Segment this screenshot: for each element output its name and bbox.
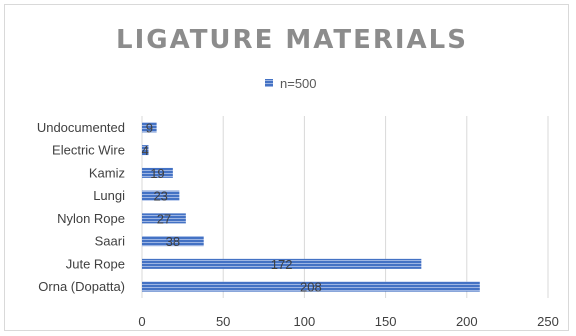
chart-title: LIGATURE MATERIALS	[116, 25, 468, 55]
data-label: 9	[146, 120, 153, 135]
category-label: Electric Wire	[52, 143, 125, 158]
category-label: Undocumented	[37, 120, 125, 135]
category-label: Saari	[95, 234, 125, 249]
x-tick-label: 250	[537, 314, 559, 329]
bar	[142, 190, 180, 201]
bar	[142, 167, 173, 178]
x-tick-labels: 0 50 100 150 200 250	[138, 314, 558, 329]
x-tick-label: 100	[294, 314, 316, 329]
category-labels: Orna (Dopatta) Jute Rope Saari Nylon Rope Lu…	[37, 120, 125, 294]
data-label: 23	[153, 189, 167, 204]
bar	[142, 281, 480, 292]
data-labels: 208 172 38 27 23 194 9	[142, 120, 322, 294]
x-tick-label: 200	[456, 314, 478, 329]
x-tick-label: 0	[138, 314, 145, 329]
bar	[142, 213, 186, 224]
legend-label: n=500	[280, 76, 317, 91]
bar	[142, 145, 149, 156]
gridlines	[141, 116, 549, 298]
category-label: Jute Rope	[66, 256, 125, 271]
legend-swatch	[265, 79, 273, 87]
x-tick-label: 150	[375, 314, 397, 329]
category-label: Nylon Rope	[57, 211, 125, 226]
category-label: Lungi	[93, 188, 125, 203]
bar	[142, 258, 422, 269]
data-label: 27	[157, 211, 171, 226]
category-label: Orna (Dopatta)	[38, 279, 125, 294]
bars	[142, 122, 480, 292]
data-label: 38	[166, 234, 180, 249]
legend: n=500	[265, 76, 317, 91]
bar	[142, 236, 204, 247]
x-tick-label: 50	[216, 314, 230, 329]
data-label: 4	[142, 143, 149, 158]
data-label: 172	[271, 257, 293, 272]
bar	[142, 122, 157, 133]
category-label: Kamiz	[89, 165, 125, 180]
data-label: 208	[300, 280, 322, 295]
chart-frame	[4, 4, 569, 331]
data-label: 19	[150, 166, 164, 181]
